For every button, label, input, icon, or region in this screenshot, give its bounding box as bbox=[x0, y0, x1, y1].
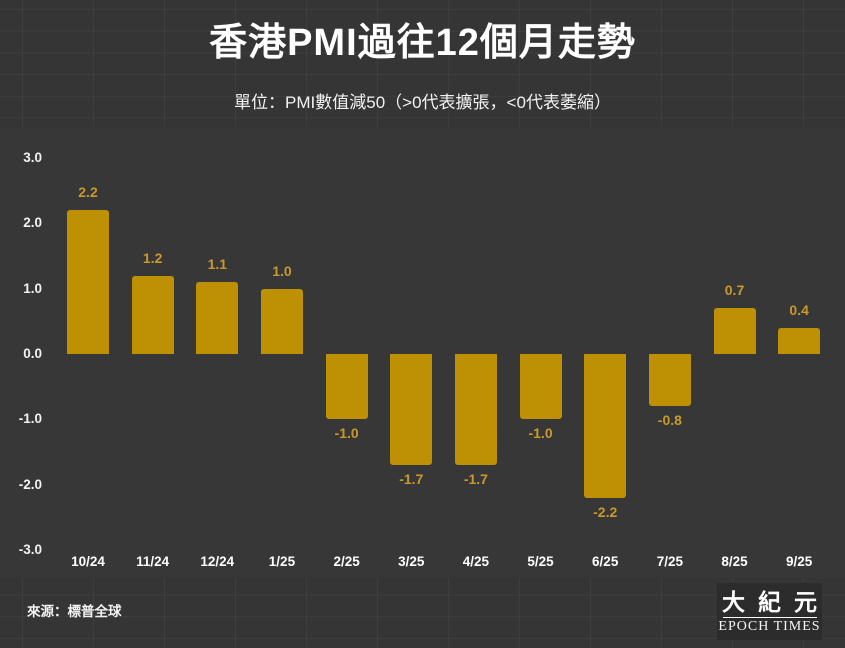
y-axis-tick-label: -3.0 bbox=[18, 541, 42, 557]
logo-divider bbox=[722, 616, 817, 618]
x-axis-tick-label: 11/24 bbox=[136, 554, 170, 569]
bar-value-label: 1.1 bbox=[207, 256, 228, 273]
bar-value-label: 2.2 bbox=[78, 184, 98, 201]
y-axis-tick-label: 0.0 bbox=[23, 346, 42, 361]
bar-value-label: 0.7 bbox=[724, 282, 745, 299]
bar-value-label: 1.2 bbox=[142, 249, 163, 266]
x-axis-tick-label: 10/24 bbox=[71, 554, 105, 569]
x-axis-tick-label: 8/25 bbox=[721, 554, 748, 569]
bar-3/25 bbox=[390, 354, 433, 466]
bar-6/25 bbox=[584, 354, 627, 498]
bar-value-label: -1.7 bbox=[463, 471, 488, 488]
bar-value-label: -0.8 bbox=[657, 412, 682, 429]
y-axis-tick-label: 2.0 bbox=[23, 215, 42, 231]
bar-value-label: -1.7 bbox=[399, 471, 424, 488]
bar-10/24 bbox=[67, 210, 109, 354]
bar-value-label: -1.0 bbox=[528, 425, 553, 442]
plot-area: 3.0 2.0 1.0 0.0 -1.0 -2.0 -3.0 2.2 10/24 1.2 11/24… bbox=[0, 127, 845, 578]
bar-value-label: 1.0 bbox=[272, 262, 292, 279]
y-axis-tick-label: 1.0 bbox=[23, 280, 42, 296]
x-axis-tick-label: 6/25 bbox=[592, 554, 619, 569]
bar-12/24 bbox=[196, 282, 239, 354]
bar-value-label: 0.4 bbox=[789, 301, 809, 318]
bar-2/25 bbox=[325, 354, 368, 420]
bar-value-label: -1.0 bbox=[334, 425, 359, 442]
chart-title: 香港PMI過往12個月走勢 bbox=[209, 22, 636, 64]
bar-5/25 bbox=[519, 354, 562, 420]
chart-subtitle: 單位：PMI數值減50（>0代表擴張，<0代表萎縮） bbox=[234, 93, 611, 112]
logo-chinese: 大紀元 bbox=[722, 589, 830, 615]
x-axis-tick-label: 3/25 bbox=[398, 554, 425, 569]
x-axis-tick-label: 1/25 bbox=[268, 554, 296, 569]
x-axis-tick-label: 9/25 bbox=[786, 554, 813, 569]
bar-11/24 bbox=[131, 275, 174, 354]
y-axis-tick-label: -2.0 bbox=[18, 476, 42, 492]
epoch-times-logo: 大紀元 EPOCH TIMES bbox=[717, 583, 822, 640]
x-axis-tick-label: 5/25 bbox=[527, 554, 554, 569]
bar-8/25 bbox=[713, 308, 756, 354]
bar-1/25 bbox=[260, 288, 303, 354]
bar-9/25 bbox=[778, 327, 821, 354]
bar-value-label: -2.2 bbox=[593, 503, 618, 520]
x-axis-tick-label: 2/25 bbox=[333, 554, 360, 569]
logo-english: EPOCH TIMES bbox=[718, 618, 821, 634]
x-axis-tick-label: 4/25 bbox=[462, 554, 490, 569]
y-axis-tick-label: 3.0 bbox=[23, 150, 42, 165]
y-axis-tick-label: -1.0 bbox=[18, 411, 42, 427]
x-axis-tick-label: 7/25 bbox=[656, 554, 683, 569]
bar-7/25 bbox=[648, 354, 691, 407]
x-axis-tick-label: 12/24 bbox=[200, 554, 235, 569]
source-note: 來源：標普全球 bbox=[27, 604, 122, 619]
bar-4/25 bbox=[454, 354, 497, 466]
